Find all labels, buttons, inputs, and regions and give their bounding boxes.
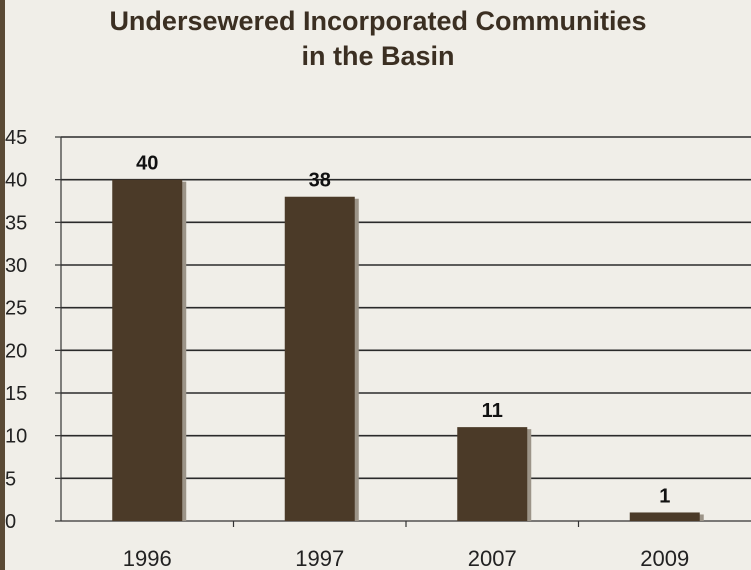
chart-title-line-1: Undersewered Incorporated Communities — [109, 6, 647, 36]
data-label: 40 — [136, 153, 158, 175]
data-label: 11 — [482, 400, 503, 422]
y-tick-label: 45 — [5, 127, 27, 149]
x-tick-label: 1997 — [295, 546, 344, 570]
bar — [629, 512, 700, 521]
y-tick-label: 15 — [5, 383, 27, 405]
data-label: 1 — [659, 485, 670, 507]
y-tick-label: 5 — [5, 468, 16, 490]
chart-title-line-2: in the Basin — [301, 41, 455, 71]
x-tick-label: 2007 — [468, 546, 517, 570]
x-tick-label: 1996 — [123, 546, 172, 570]
y-tick-label: 20 — [5, 340, 27, 362]
y-tick-label: 0 — [5, 511, 16, 533]
y-tick-label: 10 — [5, 426, 27, 448]
y-tick-label: 35 — [5, 212, 27, 234]
x-tick-label: 2009 — [640, 546, 689, 570]
bar — [112, 179, 183, 521]
chart-frame: Undersewered Incorporated Communities in… — [5, 0, 751, 570]
y-tick-label: 40 — [5, 170, 27, 192]
data-label: 38 — [309, 170, 331, 192]
bar — [284, 196, 355, 521]
bar — [457, 427, 528, 521]
y-tick-label: 30 — [5, 255, 27, 277]
bar-chart: 0 5 10 15 20 25 30 35 40 45 40 1996 38 1997 11 2007 1 200… — [5, 127, 751, 570]
y-tick-label: 25 — [5, 298, 27, 320]
chart-title: Undersewered Incorporated Communities in… — [5, 4, 751, 74]
